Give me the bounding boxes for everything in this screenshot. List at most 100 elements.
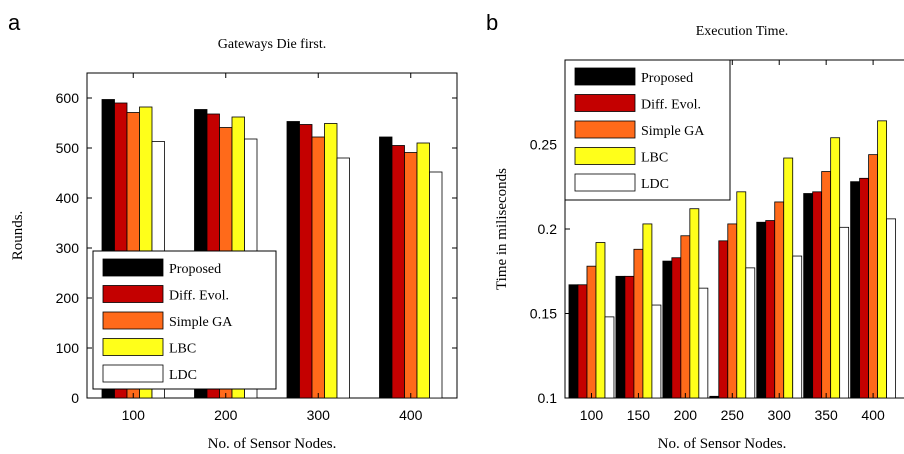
legend-label: Simple GA — [641, 124, 705, 139]
bar-lbc-100 — [595, 242, 606, 398]
bar-simple-ga-400 — [404, 152, 418, 399]
legend-label: LBC — [169, 342, 196, 357]
x-tick-label: 300 — [768, 407, 792, 423]
chart-panel-b: b Execution Time. 0.1 0.15 0.2 0.25 100 150 200 2… — [486, 10, 904, 452]
panel-label: a — [8, 10, 21, 35]
y-tick-label: 100 — [56, 340, 80, 356]
y-tick-label: 600 — [56, 90, 80, 106]
legend-swatch — [574, 120, 636, 139]
y-tick-label: 0.2 — [538, 221, 558, 237]
plot-frame — [86, 72, 458, 399]
bar-simple-ga-200 — [680, 235, 691, 398]
bar-diff-evol--350 — [812, 191, 823, 398]
bar-ldc-400 — [886, 218, 897, 398]
bar-ldc-300 — [792, 255, 803, 398]
legend-swatch — [102, 364, 164, 383]
y-tick-label: 0.1 — [538, 390, 558, 406]
x-tick-label: 150 — [627, 407, 651, 423]
bar-lbc-150 — [642, 223, 653, 398]
chart-panel-a: a Gateways Die first. 0 100 200 300 400 500 600 1… — [8, 10, 458, 452]
y-axis-label: Rounds. — [10, 211, 26, 261]
bar-simple-ga-300 — [774, 201, 785, 398]
bar-proposed-300 — [286, 121, 300, 399]
bar-proposed-400 — [850, 181, 861, 398]
y-tick-label: 0 — [71, 390, 79, 406]
bar-ldc-100 — [604, 316, 615, 398]
legend-swatch — [102, 258, 164, 277]
legend: Proposed Diff. Evol. Simple GA LBC LDC — [564, 59, 731, 201]
bar-ldc-200 — [698, 287, 709, 398]
bar-diff-evol--100 — [577, 284, 588, 398]
bar-lbc-250 — [736, 191, 747, 398]
x-tick-label: 200 — [214, 407, 238, 423]
x-tick-label: 100 — [122, 407, 146, 423]
bar-proposed-350 — [803, 193, 814, 398]
bar-lbc-400 — [416, 142, 430, 399]
bar-diff-evol--300 — [299, 124, 313, 399]
bar-proposed-250 — [709, 395, 720, 398]
x-tick-label: 350 — [814, 407, 838, 423]
bar-lbc-200 — [689, 208, 700, 398]
legend-label: Proposed — [169, 262, 221, 277]
panel-label: b — [486, 10, 498, 35]
y-tick-label: 200 — [56, 290, 80, 306]
legend-swatch — [574, 94, 636, 112]
bar-diff-evol--200 — [671, 257, 682, 398]
bar-ldc-300 — [336, 157, 350, 399]
legend-swatch — [574, 67, 636, 86]
bars — [568, 120, 897, 398]
y-tick-label: 0.25 — [530, 137, 557, 153]
bar-proposed-100 — [568, 284, 579, 398]
legend-label: LDC — [641, 177, 669, 192]
bar-diff-evol--400 — [859, 177, 870, 398]
y-tick-label: 500 — [56, 140, 80, 156]
bar-diff-evol--250 — [718, 240, 729, 398]
legend-label: Simple GA — [169, 315, 233, 330]
x-axis-label: No. of Sensor Nodes. — [658, 436, 787, 452]
x-axis-label: No. of Sensor Nodes. — [208, 436, 337, 452]
bar-ldc-400 — [429, 171, 443, 399]
x-tick-label: 300 — [307, 407, 331, 423]
legend-swatch — [102, 338, 164, 356]
bar-proposed-150 — [615, 275, 626, 398]
bar-lbc-350 — [830, 137, 841, 398]
y-axis-label: Time in miliseconds — [494, 168, 510, 290]
bar-proposed-200 — [662, 260, 673, 398]
bar-diff-evol--300 — [765, 220, 776, 398]
legend: Proposed Diff. Evol. Simple GA LBC LDC — [92, 250, 277, 390]
bar-ldc-350 — [839, 226, 850, 398]
x-tick-label: 200 — [674, 407, 698, 423]
x-tick-label: 100 — [580, 407, 604, 423]
bar-lbc-300 — [324, 123, 338, 399]
legend-label: Proposed — [641, 71, 693, 86]
legend-swatch — [574, 173, 636, 192]
bar-ldc-150 — [651, 304, 662, 398]
bar-simple-ga-150 — [633, 248, 644, 398]
legend-label: Diff. Evol. — [641, 98, 701, 113]
legend-label: LBC — [641, 151, 668, 166]
bar-proposed-400 — [379, 136, 393, 399]
y-tick-label: 400 — [56, 190, 80, 206]
legend-label: LDC — [169, 368, 197, 383]
x-tick-label: 400 — [399, 407, 423, 423]
legend-swatch — [574, 147, 636, 165]
legend-swatch — [102, 311, 164, 330]
bar-simple-ga-250 — [727, 223, 738, 398]
bar-ldc-250 — [745, 267, 756, 398]
y-tick-label: 300 — [56, 240, 80, 256]
x-tick-label: 250 — [721, 407, 745, 423]
bar-simple-ga-300 — [311, 136, 325, 399]
bar-lbc-400 — [877, 120, 888, 398]
chart-title: Execution Time. — [696, 24, 789, 39]
bar-lbc-300 — [783, 157, 794, 398]
chart-title: Gateways Die first. — [218, 37, 326, 52]
bar-simple-ga-350 — [821, 171, 832, 398]
legend-swatch — [102, 285, 164, 303]
bar-diff-evol--150 — [624, 275, 635, 398]
bar-proposed-300 — [756, 221, 767, 398]
bar-diff-evol--400 — [391, 145, 405, 399]
x-tick-label: 400 — [861, 407, 885, 423]
legend-label: Diff. Evol. — [169, 289, 229, 304]
bar-simple-ga-100 — [586, 265, 597, 398]
